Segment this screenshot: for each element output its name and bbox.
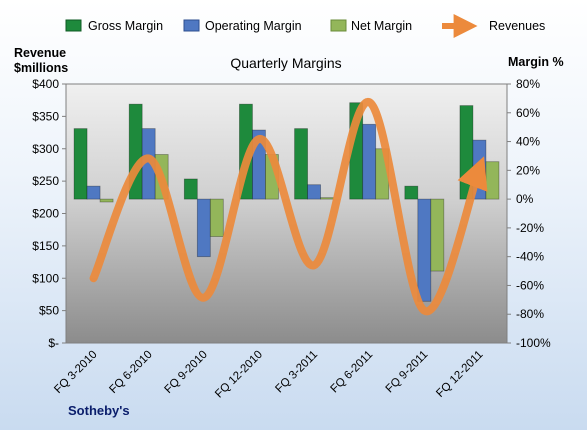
left-tick-label: $400 [32, 77, 59, 91]
x-tick-label: FQ 6-2010 [107, 349, 154, 396]
right-axis: 80% 60% 40% 20% 0% -20% -40% -60% -80% -100% [507, 77, 551, 350]
right-tick-label: -60% [516, 278, 544, 292]
legend-item-net-margin: Net Margin [331, 19, 412, 33]
bar-operating-margin-fq-3-2011 [308, 185, 321, 199]
right-tick-label: -20% [516, 221, 544, 235]
legend-swatch-net-margin [331, 20, 346, 31]
right-tick-label: -100% [516, 336, 551, 350]
left-tick-label: $200 [32, 207, 59, 221]
x-tick-label: FQ 6-2011 [329, 349, 376, 396]
bar-net-margin-fq-9-2010 [210, 199, 223, 236]
x-tick-label: FQ 12-2010 [213, 349, 265, 401]
left-tick-label: $150 [32, 239, 59, 253]
x-tick-label: FQ 12-2011 [434, 349, 485, 400]
bar-net-margin-fq-3-2010 [100, 199, 113, 202]
bar-operating-margin-fq-9-2011 [418, 199, 431, 301]
x-tick-label: FQ 9-2010 [163, 349, 210, 396]
left-tick-label: $350 [32, 109, 59, 123]
x-tick-label: FQ 3-2010 [52, 349, 99, 396]
legend-item-revenues: Revenues [442, 19, 545, 33]
x-tick-label: FQ 9-2011 [384, 349, 431, 396]
bar-net-margin-fq-12-2011 [486, 162, 499, 199]
left-axis-label-line1: Revenue [14, 46, 66, 60]
left-axis: $400 $350 $300 $250 $200 $150 $100 $50 $- [32, 77, 66, 350]
bar-operating-margin-fq-6-2011 [363, 124, 376, 199]
right-tick-label: 20% [516, 163, 540, 177]
bar-operating-margin-fq-3-2010 [87, 186, 100, 199]
bar-net-margin-fq-3-2011 [321, 198, 334, 199]
right-tick-label: -40% [516, 250, 544, 264]
x-tick-label: FQ 3-2011 [273, 349, 320, 396]
legend: Gross Margin Operating Margin Net Margin… [66, 19, 545, 33]
left-axis-label-line2: $millions [14, 61, 68, 75]
left-tick-label: $250 [32, 174, 59, 188]
chart-title: Quarterly Margins [230, 55, 341, 71]
legend-item-operating-margin: Operating Margin [184, 19, 302, 33]
bar-gross-margin-fq-9-2011 [405, 186, 418, 199]
right-tick-label: 40% [516, 135, 540, 149]
right-tick-label: -80% [516, 307, 544, 321]
left-tick-label: $50 [39, 304, 59, 318]
legend-label-gross-margin: Gross Margin [88, 19, 163, 33]
bar-gross-margin-fq-3-2011 [295, 129, 308, 200]
legend-label-net-margin: Net Margin [351, 19, 412, 33]
legend-item-gross-margin: Gross Margin [66, 19, 163, 33]
legend-swatch-operating-margin [184, 20, 199, 31]
bar-net-margin-fq-9-2011 [431, 199, 444, 271]
right-axis-label: Margin % [508, 55, 564, 69]
legend-label-revenues: Revenues [489, 19, 545, 33]
left-tick-label: $- [48, 336, 59, 350]
bar-gross-margin-fq-9-2010 [184, 179, 197, 199]
right-tick-label: 60% [516, 106, 540, 120]
right-tick-label: 80% [516, 77, 540, 91]
right-tick-label: 0% [516, 192, 534, 206]
legend-swatch-gross-margin [66, 20, 81, 31]
bar-operating-margin-fq-9-2010 [197, 199, 210, 257]
source-label: Sotheby's [68, 403, 130, 418]
bar-gross-margin-fq-3-2010 [74, 129, 87, 200]
left-tick-label: $100 [32, 271, 59, 285]
left-tick-label: $300 [32, 142, 59, 156]
legend-label-operating-margin: Operating Margin [205, 19, 302, 33]
